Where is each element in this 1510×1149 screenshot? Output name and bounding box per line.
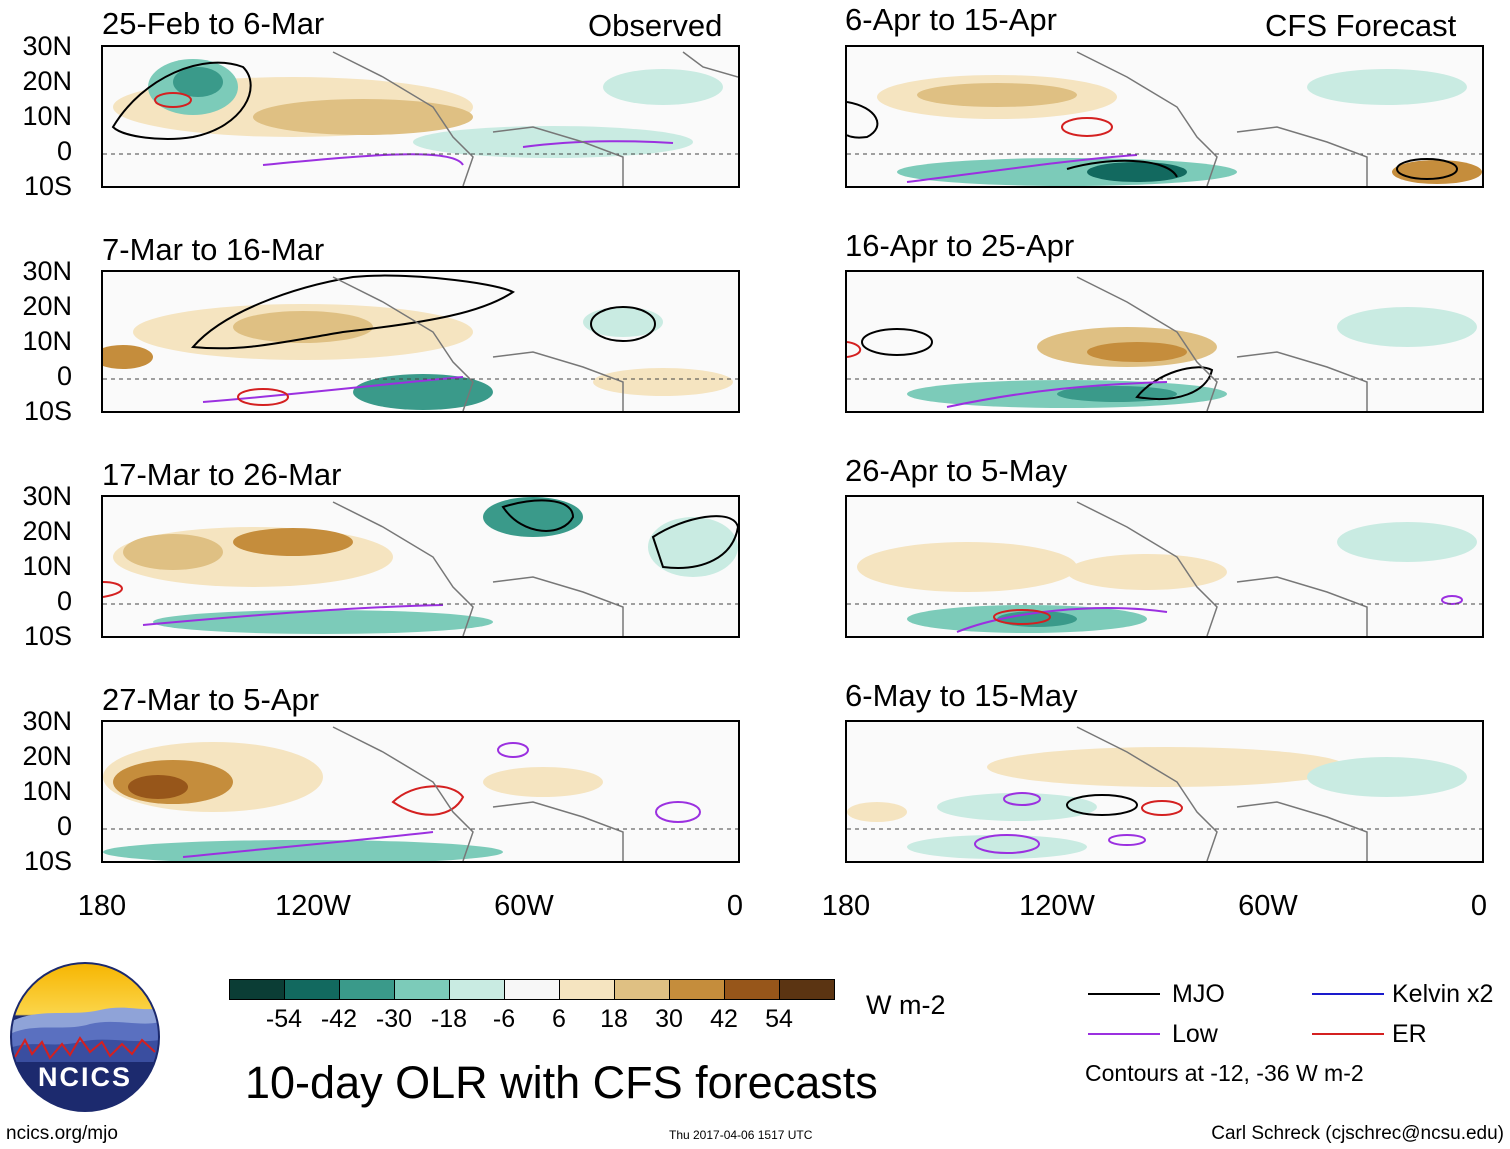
panel-title-4: 27-Mar to 5-Apr <box>102 682 320 717</box>
colorbar-swatch <box>614 979 670 1000</box>
contour-note: Contours at -12, -36 W m-2 <box>1085 1060 1364 1086</box>
map-panel-observed-2 <box>101 270 740 413</box>
colorbar-tick-label: -42 <box>320 1005 358 1033</box>
lat-label: 20N <box>22 516 72 546</box>
colorbar-swatch <box>284 979 340 1000</box>
panel-title-8: 6-May to 15-May <box>845 678 1078 713</box>
map-panel-observed-3 <box>101 495 740 638</box>
map-panel-forecast-3 <box>845 495 1484 638</box>
lat-label: 10N <box>22 101 72 131</box>
colorbar-tick-label: -6 <box>492 1005 516 1033</box>
lon-label: 180 <box>77 890 127 922</box>
colorbar-swatch <box>229 979 285 1000</box>
lat-label: 10S <box>23 621 72 651</box>
map-field-8 <box>847 726 1482 861</box>
logo-text: NCICS <box>37 1062 132 1092</box>
lat-label: 0 <box>56 361 72 391</box>
footer-url[interactable]: ncics.org/mjo <box>6 1123 118 1144</box>
lat-label: 30N <box>22 481 72 511</box>
lat-label: 20N <box>22 741 72 771</box>
legend-line-er <box>1312 1033 1384 1035</box>
legend-label-er: ER <box>1392 1020 1427 1048</box>
panel-title-2: 7-Mar to 16-Mar <box>102 232 325 267</box>
lat-label: 30N <box>22 31 72 61</box>
panel-title-1: 25-Feb to 6-Mar <box>102 6 325 41</box>
forecast-label: CFS Forecast <box>1265 8 1457 43</box>
footer-author: Carl Schreck (cjschrec@ncsu.edu) <box>1211 1123 1504 1144</box>
map-panel-observed-1 <box>101 45 740 188</box>
colorbar-tick-label: -18 <box>430 1005 468 1033</box>
lat-label: 10N <box>22 326 72 356</box>
lat-label: 10S <box>23 846 72 876</box>
colorbar-tick-label: 42 <box>710 1005 738 1033</box>
colorbar-tick-label: 6 <box>552 1005 566 1033</box>
lon-label: 60W <box>1238 890 1298 922</box>
lon-label: 120W <box>1019 890 1095 922</box>
map-panel-forecast-4 <box>845 720 1484 863</box>
colorbar-swatch <box>339 979 395 1000</box>
colorbar-swatch <box>504 979 560 1000</box>
mountain-sunset-icon <box>10 962 160 1112</box>
lon-label: 120W <box>275 890 351 922</box>
legend-line-low <box>1088 1033 1160 1035</box>
lat-label: 10S <box>23 171 72 201</box>
legend-line-kelvin <box>1312 993 1384 995</box>
lat-label: 20N <box>22 291 72 321</box>
map-field-4 <box>103 726 738 861</box>
lat-label: 10N <box>22 776 72 806</box>
map-field-1 <box>103 51 738 186</box>
colorbar-swatch <box>394 979 450 1000</box>
lat-label: 0 <box>56 586 72 616</box>
colorbar-swatch <box>779 979 835 1000</box>
colorbar-units: W m-2 <box>866 990 946 1020</box>
lat-label: 10S <box>23 396 72 426</box>
main-title: 10-day OLR with CFS forecasts <box>245 1057 878 1108</box>
map-panel-forecast-2 <box>845 270 1484 413</box>
colorbar-swatch <box>559 979 615 1000</box>
footer-timestamp: Thu 2017-04-06 1517 UTC <box>669 1128 813 1142</box>
observed-label: Observed <box>588 8 723 43</box>
colorbar-swatch <box>724 979 780 1000</box>
lat-label: 10N <box>22 551 72 581</box>
map-field-3 <box>103 497 738 636</box>
colorbar-swatch <box>669 979 725 1000</box>
lon-label: 0 <box>726 890 744 922</box>
colorbar-swatch <box>449 979 505 1000</box>
lon-label: 0 <box>1470 890 1488 922</box>
panel-title-3: 17-Mar to 26-Mar <box>102 457 342 492</box>
map-field-6 <box>847 276 1482 411</box>
lat-label: 0 <box>56 136 72 166</box>
colorbar-tick-label: 54 <box>765 1005 793 1033</box>
map-field-2 <box>103 274 738 411</box>
lat-label: 20N <box>22 66 72 96</box>
map-panel-observed-4 <box>101 720 740 863</box>
colorbar-tick-label: -30 <box>375 1005 413 1033</box>
map-field-7 <box>847 501 1482 636</box>
panel-title-5: 6-Apr to 15-Apr <box>845 2 1057 37</box>
colorbar-tick-label: 30 <box>655 1005 683 1033</box>
panel-title-6: 16-Apr to 25-Apr <box>845 228 1075 263</box>
lat-label: 30N <box>22 706 72 736</box>
lon-label: 60W <box>494 890 554 922</box>
legend-label-low: Low <box>1172 1020 1218 1048</box>
legend-label-mjo: MJO <box>1172 980 1225 1008</box>
ncics-logo: NCICS <box>10 962 160 1112</box>
map-field-5 <box>847 51 1482 186</box>
colorbar-tick-label: 18 <box>600 1005 628 1033</box>
legend-label-kelvin: Kelvin x2 <box>1392 980 1494 1008</box>
legend-line-mjo <box>1088 993 1160 995</box>
colorbar-tick-label: -54 <box>265 1005 303 1033</box>
lon-label: 180 <box>821 890 871 922</box>
lat-label: 0 <box>56 811 72 841</box>
map-panel-forecast-1 <box>845 45 1484 188</box>
lat-label: 30N <box>22 256 72 286</box>
panel-title-7: 26-Apr to 5-May <box>845 453 1068 488</box>
